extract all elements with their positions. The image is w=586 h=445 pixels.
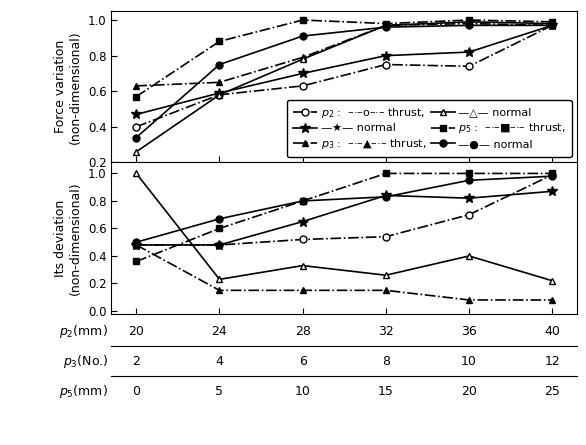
Text: 0: 0 (132, 385, 140, 398)
Y-axis label: Its deviation
(non-dimensional): Its deviation (non-dimensional) (54, 181, 82, 295)
Legend: $p_2$ :  –·–o–·– thrust,, —★— normal, $p_3$ :  –·–▲–·– thrust,, —△— normal, $p_5: $p_2$ : –·–o–·– thrust,, —★— normal, $p_… (287, 100, 572, 157)
Text: 20: 20 (461, 385, 477, 398)
Text: $p_2$(mm): $p_2$(mm) (60, 323, 108, 340)
Text: 28: 28 (295, 324, 311, 338)
Text: 15: 15 (378, 385, 394, 398)
Text: 5: 5 (216, 385, 223, 398)
Y-axis label: Force variation
(non-dimensional): Force variation (non-dimensional) (54, 30, 82, 144)
Text: 8: 8 (382, 355, 390, 368)
Text: 40: 40 (544, 324, 560, 338)
Text: 4: 4 (216, 355, 223, 368)
Text: $p_3$(No.): $p_3$(No.) (63, 353, 108, 370)
Text: 12: 12 (544, 355, 560, 368)
Text: 36: 36 (461, 324, 477, 338)
Text: 25: 25 (544, 385, 560, 398)
Text: 10: 10 (295, 385, 311, 398)
Text: 2: 2 (132, 355, 140, 368)
Text: 24: 24 (212, 324, 227, 338)
Text: 20: 20 (128, 324, 144, 338)
Text: 6: 6 (299, 355, 306, 368)
Text: $p_5$(mm): $p_5$(mm) (60, 383, 108, 400)
Text: 10: 10 (461, 355, 477, 368)
Text: 32: 32 (378, 324, 394, 338)
